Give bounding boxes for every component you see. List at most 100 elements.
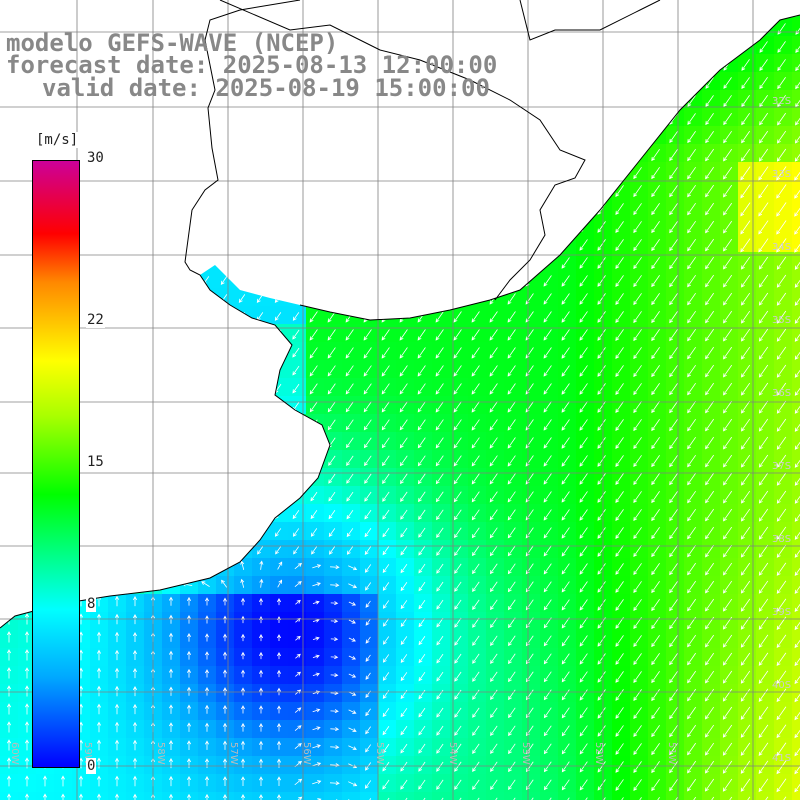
wind-arrow bbox=[723, 382, 733, 396]
wind-arrow bbox=[669, 706, 678, 720]
wind-arrow bbox=[418, 761, 426, 772]
wind-arrow bbox=[381, 437, 390, 449]
wind-arrow bbox=[579, 383, 588, 395]
wind-arrow bbox=[759, 94, 768, 108]
wind-arrow bbox=[489, 491, 498, 503]
wind-arrow bbox=[758, 328, 769, 342]
wind-arrow bbox=[363, 383, 372, 395]
wind-arrow bbox=[489, 437, 498, 449]
wind-arrow bbox=[312, 672, 320, 677]
wind-arrow bbox=[6, 631, 12, 643]
wind-cell bbox=[792, 234, 800, 252]
wind-arrow bbox=[399, 347, 408, 359]
wind-arrow bbox=[776, 256, 787, 270]
wind-arrow bbox=[776, 346, 787, 360]
wind-arrow bbox=[525, 635, 534, 647]
wind-arrow bbox=[597, 671, 606, 683]
wind-arrow bbox=[132, 793, 138, 800]
wind-arrow bbox=[6, 757, 12, 769]
wind-arrow bbox=[758, 454, 769, 468]
wind-arrow bbox=[382, 672, 390, 681]
wind-arrow bbox=[382, 564, 390, 574]
wind-arrow bbox=[705, 130, 714, 144]
wind-arrow bbox=[740, 256, 751, 270]
wind-arrow bbox=[453, 509, 462, 521]
wind-arrow bbox=[740, 706, 751, 720]
wind-arrow bbox=[365, 636, 371, 644]
wind-arrow bbox=[669, 292, 678, 306]
wind-arrow bbox=[132, 721, 138, 733]
wind-arrow bbox=[472, 563, 480, 575]
wind-arrow bbox=[579, 599, 588, 611]
wind-arrow bbox=[364, 509, 372, 520]
wind-arrow bbox=[186, 740, 192, 750]
wind-arrow bbox=[561, 437, 570, 449]
wind-arrow bbox=[525, 599, 534, 611]
wind-arrow bbox=[758, 544, 769, 558]
longitude-label: 52W bbox=[593, 742, 604, 765]
wind-arrow bbox=[507, 563, 516, 575]
wind-arrow bbox=[687, 328, 697, 342]
wind-arrow bbox=[687, 256, 697, 270]
wind-arrow bbox=[561, 527, 570, 539]
wind-arrow bbox=[42, 793, 48, 800]
wind-arrow bbox=[579, 437, 588, 449]
wind-arrow bbox=[579, 293, 588, 305]
wind-arrow bbox=[508, 761, 516, 773]
wind-arrow bbox=[436, 563, 444, 574]
wind-arrow bbox=[365, 744, 372, 753]
wind-arrow bbox=[312, 780, 322, 785]
wind-arrow bbox=[669, 220, 678, 234]
wind-arrow bbox=[168, 793, 174, 800]
wind-arrow bbox=[669, 328, 678, 342]
wind-arrow bbox=[776, 220, 787, 235]
title-forecast-date: forecast date: 2025-08-13 12:00:00 bbox=[6, 51, 498, 79]
wind-arrow bbox=[705, 598, 715, 612]
wind-arrow bbox=[777, 77, 786, 90]
wind-arrow bbox=[114, 631, 120, 643]
wind-arrow bbox=[579, 635, 588, 647]
latitude-label: 40S bbox=[772, 680, 791, 691]
wind-arrow bbox=[651, 239, 660, 252]
wind-arrow bbox=[257, 546, 264, 555]
wind-arrow bbox=[258, 669, 264, 678]
wind-arrow bbox=[348, 781, 358, 787]
wind-cell bbox=[792, 270, 800, 288]
title-model: modelo GEFS-WAVE (NCEP) bbox=[6, 29, 339, 57]
wind-arrow bbox=[651, 203, 660, 216]
wind-arrow bbox=[651, 455, 660, 468]
wind-cell bbox=[756, 792, 774, 800]
wind-cell bbox=[792, 18, 800, 36]
wind-arrow bbox=[24, 649, 30, 661]
latitude-label: 36S bbox=[772, 388, 791, 399]
wind-cell bbox=[792, 774, 800, 792]
wind-arrow bbox=[436, 599, 444, 610]
wind-arrow bbox=[276, 758, 282, 768]
wind-arrow bbox=[794, 778, 800, 793]
wind-arrow bbox=[723, 256, 733, 270]
wind-arrow bbox=[687, 310, 697, 324]
wind-arrow bbox=[363, 437, 372, 449]
wind-arrow bbox=[525, 707, 534, 719]
wind-arrow bbox=[705, 418, 715, 432]
wind-arrow bbox=[294, 707, 302, 713]
wind-arrow bbox=[365, 726, 371, 735]
wind-cell bbox=[306, 792, 324, 800]
wind-arrow bbox=[348, 673, 357, 678]
wind-arrow bbox=[240, 651, 246, 660]
wind-arrow bbox=[294, 581, 302, 588]
wind-arrow bbox=[669, 400, 678, 414]
wind-arrow bbox=[292, 383, 300, 394]
longitude-label: 60W bbox=[9, 742, 20, 765]
wind-arrow bbox=[454, 599, 462, 610]
wind-arrow bbox=[597, 419, 606, 431]
wind-arrow bbox=[327, 365, 336, 377]
wind-arrow bbox=[24, 757, 30, 769]
wind-arrow bbox=[740, 508, 751, 522]
wind-arrow bbox=[615, 419, 624, 431]
wind-arrow bbox=[740, 490, 751, 504]
wind-arrow bbox=[758, 238, 769, 253]
wind-arrow bbox=[204, 704, 210, 714]
wind-arrow bbox=[776, 706, 787, 721]
wind-arrow bbox=[6, 685, 12, 697]
